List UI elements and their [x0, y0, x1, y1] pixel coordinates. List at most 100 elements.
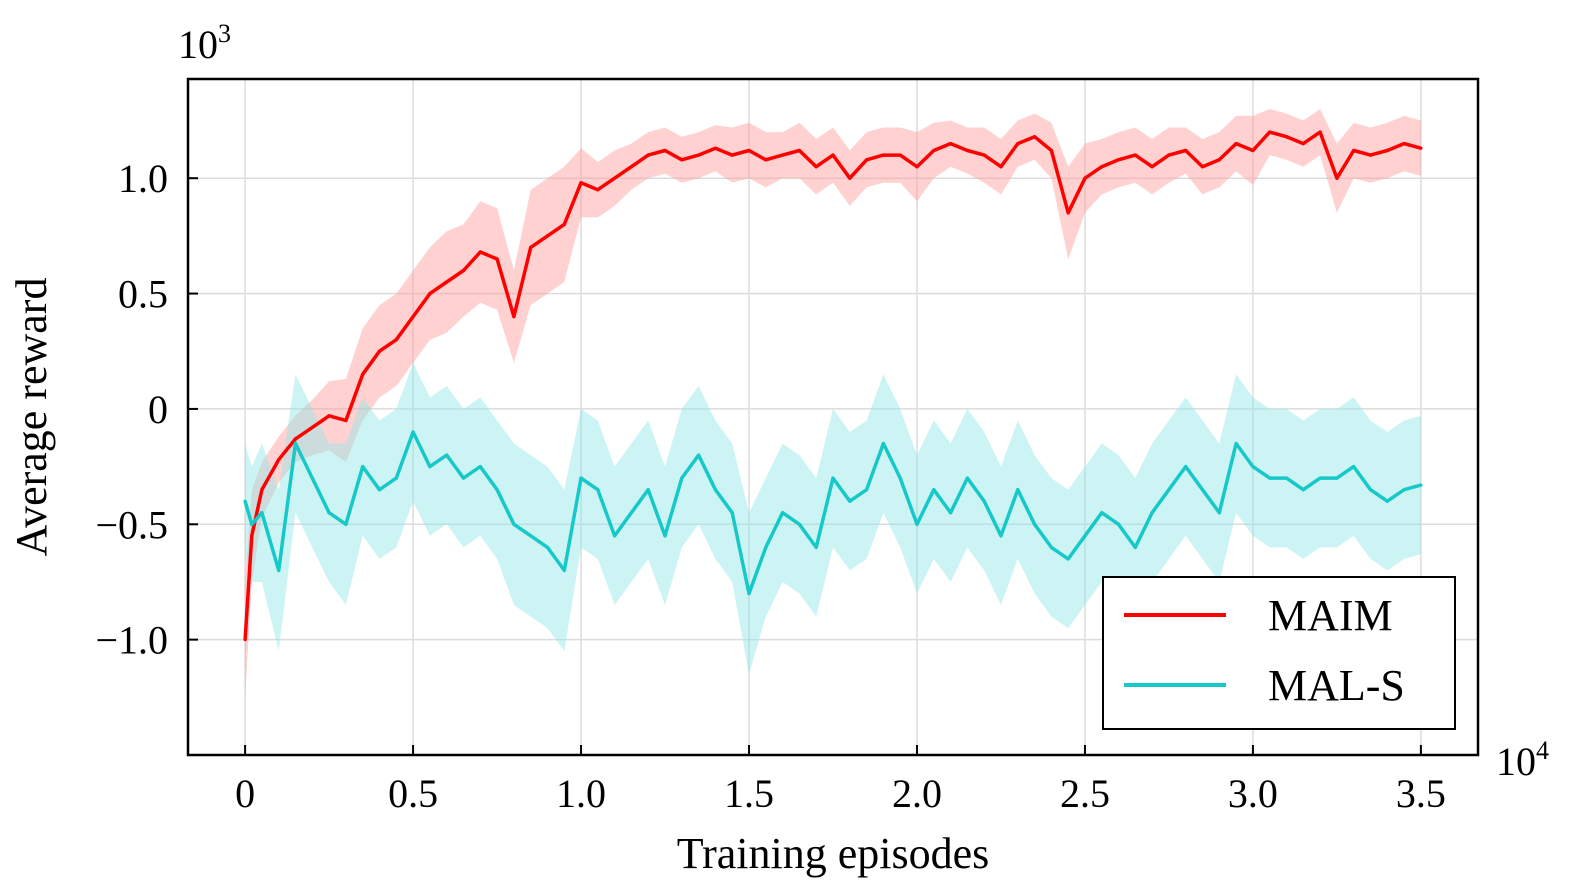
data-point-mal-s [1385, 499, 1389, 503]
data-point-maim [1368, 153, 1373, 157]
x-tick-label: 0 [235, 771, 255, 816]
x-tick-label: 3.5 [1396, 771, 1446, 816]
y-multiplier-base: 10 [178, 22, 218, 67]
line-layer [243, 130, 1423, 642]
data-point-maim [831, 153, 835, 157]
data-point-maim [1385, 148, 1389, 153]
legend-label-maim: MAIM [1268, 591, 1393, 640]
data-point-mal-s [529, 534, 533, 538]
data-point-maim [949, 142, 953, 146]
data-point-mal-s [495, 488, 499, 492]
data-point-mal-s [260, 511, 264, 515]
data-point-mal-s [310, 476, 314, 480]
data-point-mal-s [1234, 441, 1238, 446]
data-point-maim [579, 181, 583, 185]
plot-frame [186, 77, 1480, 757]
data-point-mal-s [663, 534, 667, 538]
data-point-mal-s [250, 522, 254, 526]
x-multiplier-base: 10 [1496, 739, 1536, 784]
data-point-maim [1100, 165, 1104, 169]
data-point-maim [1083, 176, 1087, 180]
data-point-maim [1402, 142, 1406, 146]
data-point-mal-s [461, 476, 466, 480]
data-point-maim [999, 165, 1003, 169]
data-point-mal-s [277, 568, 281, 573]
data-point-mal-s [697, 453, 701, 457]
data-point-mal-s [361, 465, 365, 469]
data-point-maim [327, 414, 331, 418]
x-tick-label: 1.0 [556, 771, 606, 816]
data-point-maim [1016, 142, 1020, 146]
data-point-maim [629, 165, 634, 169]
data-point-mal-s [629, 511, 634, 515]
data-point-mal-s [1268, 476, 1272, 480]
data-point-maim [1066, 211, 1070, 215]
data-point-mal-s [1016, 488, 1020, 492]
data-point-maim [932, 148, 936, 153]
data-point-maim [915, 165, 919, 169]
x-axis-multiplier: 104 [1496, 736, 1549, 784]
data-point-maim [1268, 130, 1272, 134]
y-tick-label: −0.5 [95, 502, 168, 547]
data-point-mal-s [1318, 476, 1322, 480]
y-axis-multiplier: 103 [178, 19, 231, 67]
x-tick-label: 2.0 [892, 771, 942, 816]
data-point-maim [1133, 153, 1137, 157]
data-point-mal-s [814, 545, 818, 550]
data-point-mal-s [377, 488, 382, 492]
data-point-mal-s [1251, 465, 1255, 469]
data-point-maim [1033, 135, 1037, 139]
data-point-mal-s [898, 476, 902, 480]
data-point-maim [394, 338, 398, 342]
data-point-maim [982, 153, 986, 157]
data-point-maim [1284, 135, 1289, 139]
y-multiplier-exponent: 3 [218, 19, 231, 48]
grid-layer [188, 79, 1478, 755]
data-point-maim [529, 245, 533, 249]
data-point-mal-s [1150, 511, 1154, 515]
data-point-mal-s [428, 465, 432, 469]
data-point-maim [361, 372, 365, 376]
data-point-mal-s [545, 545, 550, 550]
data-point-mal-s [1133, 545, 1137, 550]
y-axis-title: Average reward [7, 278, 56, 557]
legend-label-mal-s: MAL-S [1268, 661, 1405, 710]
data-point-maim [250, 534, 254, 538]
data-point-maim [1200, 165, 1205, 169]
data-point-maim [965, 148, 970, 153]
data-point-mal-s [327, 511, 331, 515]
y-tick-label: 0.5 [118, 272, 168, 317]
y-tick-label: 1.0 [118, 156, 168, 201]
data-point-mal-s [848, 499, 852, 503]
data-point-mal-s [1301, 488, 1305, 492]
data-point-maim [1116, 158, 1121, 162]
data-point-maim [545, 234, 550, 238]
data-point-mal-s [596, 488, 600, 492]
data-point-mal-s [680, 476, 684, 480]
data-point-mal-s [730, 511, 734, 515]
data-point-mal-s [1335, 476, 1339, 480]
x-tick-label: 0.5 [388, 771, 438, 816]
data-point-mal-s [1066, 557, 1070, 561]
data-point-maim [1352, 148, 1356, 153]
data-point-maim [1335, 176, 1339, 180]
data-point-maim [1167, 153, 1171, 157]
band-maim [245, 109, 1421, 698]
data-point-maim [512, 315, 516, 319]
data-point-maim [1318, 130, 1322, 134]
x-multiplier-exponent: 4 [1536, 736, 1549, 765]
data-point-maim [881, 153, 886, 157]
series-line-mal-s [243, 430, 1422, 596]
data-point-mal-s [781, 511, 785, 515]
data-point-maim [596, 188, 600, 192]
data-point-maim [562, 222, 566, 226]
data-point-mal-s [512, 522, 516, 526]
x-tick-label: 2.5 [1060, 771, 1110, 816]
data-point-mal-s [982, 499, 986, 503]
data-point-maim [713, 146, 718, 150]
data-point-mal-s [713, 488, 718, 492]
data-point-maim [1217, 158, 1221, 162]
data-point-mal-s [965, 476, 970, 480]
